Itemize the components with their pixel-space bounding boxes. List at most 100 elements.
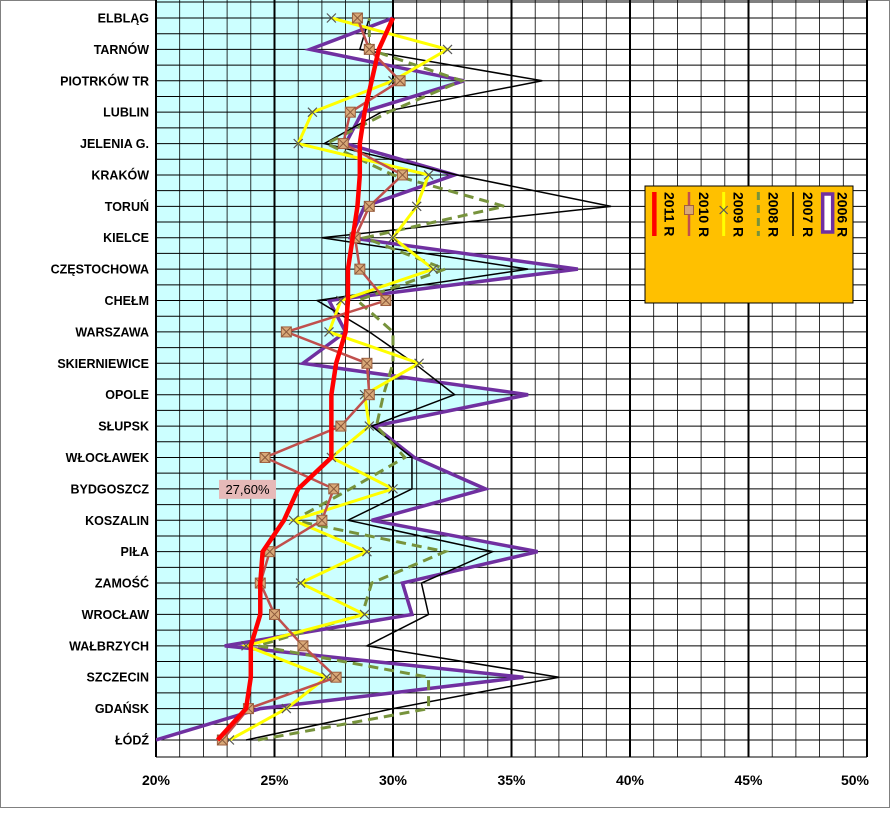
category-labels: ŁÓDŹ GDAŃSK SZCZECIN WAŁBRZYCH WROCŁAW ZAMOŚĆ… [51,12,150,748]
category-label: LUBLIN [103,106,149,120]
annotation-box [219,479,276,499]
point-marker-cross [328,483,340,495]
point-marker-cross [363,44,375,55]
series-point-2010-r [354,263,366,275]
point-marker-cross [297,640,309,652]
point-marker-x [428,264,439,275]
series-point-2010-r [396,169,408,181]
category-label: WARSZAWA [75,325,149,339]
series-point-2009-r [414,358,424,369]
series-point-2009-r [295,578,306,588]
series-point-2010-r [363,389,375,401]
point-marker-x [326,13,337,23]
point-marker-x [281,703,292,714]
legend-label: 2007 R [800,192,816,237]
category-label: WROCŁAW [82,608,150,622]
series-point-2010-r [344,106,356,118]
point-marker-cross [269,609,280,620]
point-marker-cross [397,169,408,181]
category-label: BYDGOSZCZ [71,482,150,496]
point-marker-cross [352,12,363,24]
point-marker-x [295,578,306,588]
x-tick-label: 20% [142,772,171,788]
series-point-2010-r [280,326,292,338]
x-tick-label: 25% [260,772,289,788]
category-label: PIOTRKÓW TR [60,73,149,88]
category-label: WŁOCŁAWEK [66,451,149,465]
point-marker-cross [335,420,347,432]
point-marker-cross [354,263,366,275]
point-marker-x [362,546,372,557]
annotation-layer: 27,60% [219,479,276,499]
point-marker-x [442,44,453,55]
series-point-2009-r [293,138,304,149]
series-point-2010-r [330,671,342,683]
category-label: SŁUPSK [98,420,149,434]
category-label: CHEŁM [105,294,149,308]
series-point-2010-r [361,357,373,369]
x-tick-label: 50% [841,772,870,788]
point-marker-cross [264,546,276,558]
x-tick-label: 40% [616,772,645,788]
series-point-2010-r [394,75,406,87]
point-marker-cross [316,514,328,526]
point-marker-cross [337,138,349,149]
point-marker-x [293,138,304,149]
category-label: TORUŃ [105,199,149,214]
point-marker-x [423,170,434,180]
legend-box [644,185,854,304]
point-marker-x [359,609,370,620]
category-label: PIŁA [121,545,149,559]
point-marker-x [241,640,251,651]
series-point-2010-r [269,608,280,620]
point-marker-cross [344,106,356,118]
category-label: KRAKÓW [91,167,149,182]
point-marker-cross [330,671,342,683]
series-point-2009-r [388,483,398,494]
legend-label: 2008 R [765,192,781,237]
series-point-2010-r [351,12,363,24]
category-label: SZCZECIN [87,671,150,685]
legend-label: 2010 R [696,192,712,237]
series-point-2010-r [328,483,340,495]
category-label: KOSZALIN [85,514,149,528]
series-point-2009-r [411,201,422,212]
x-tick-label: 45% [734,772,763,788]
grid-layer [155,0,868,758]
point-marker-cross [380,295,392,306]
series-point-2009-r [442,44,453,55]
series-point-2009-r [326,13,337,23]
series-line-2011-r [215,17,396,742]
category-label: TARNÓW [94,42,150,57]
series-point-2009-r [359,609,370,620]
series-point-2009-r [335,295,346,306]
point-marker-cross [361,357,373,369]
point-marker-x [364,421,375,432]
legend-swatch [820,192,835,234]
point-marker-cross [363,389,375,401]
legend-label: 2006 R [835,192,851,237]
point-marker-x [324,326,334,337]
point-marker-x [288,515,299,526]
series-point-2010-r [335,420,347,432]
legend-entry-2006-r: 2006 R [820,192,851,237]
point-marker-x [388,232,398,243]
series-point-2010-r [363,200,375,212]
x-tick-label: 35% [497,772,526,788]
point-marker-x [411,201,422,212]
series-point-2010-r [363,43,375,55]
legend-label: 2011 R [661,192,677,236]
legend-marker-x [719,205,729,215]
x-axis-tick-labels: 20% 25% 30% 35% 40% 45% 50% [142,772,870,788]
series-point-2010-r [316,514,328,526]
category-label: GDAŃSK [95,701,149,716]
series-layer [156,12,612,746]
annotation-label: 27,60% [225,482,270,497]
point-marker-x [414,358,424,369]
series-point-2009-r [281,703,292,714]
legend-entry-2008-r: 2008 R [756,192,781,237]
legend-label: 2009 R [731,192,747,237]
category-label: JELENIA G. [80,137,149,151]
point-marker-x [388,483,398,494]
legend-entry-2009-r: 2009 R [719,192,747,237]
